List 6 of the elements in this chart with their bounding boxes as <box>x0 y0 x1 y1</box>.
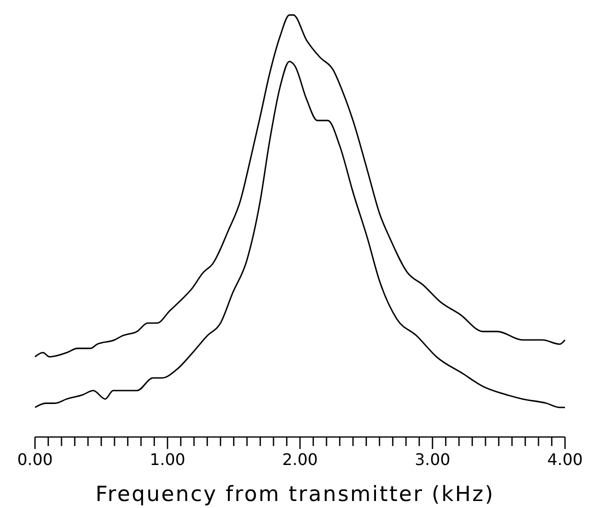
x-tick-label: 3.00 <box>414 450 450 469</box>
x-tick-label: 0.00 <box>17 450 53 469</box>
x-tick-label: 2.00 <box>282 450 318 469</box>
x-tick-label: 1.00 <box>150 450 186 469</box>
x-tick-label: 4.00 <box>547 450 583 469</box>
x-axis-title: Frequency from transmitter (kHz) <box>95 482 495 506</box>
